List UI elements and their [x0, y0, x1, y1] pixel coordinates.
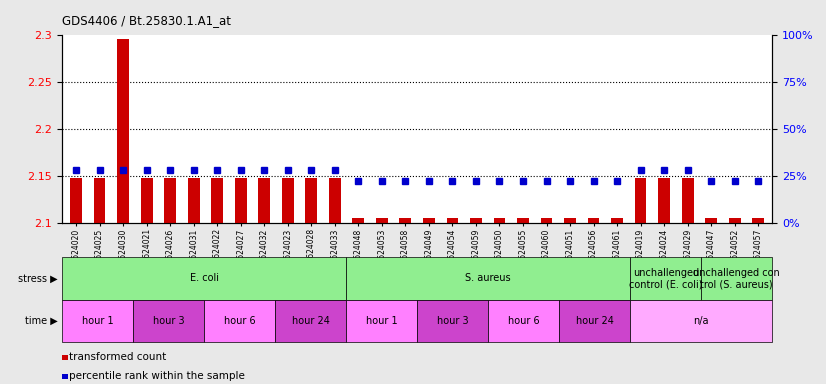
Bar [587, 218, 600, 223]
Text: unchallenged con
trol (S. aureus): unchallenged con trol (S. aureus) [693, 268, 781, 289]
Bar [275, 300, 346, 342]
Bar [235, 177, 247, 223]
Text: hour 1: hour 1 [82, 316, 113, 326]
Bar [400, 218, 411, 223]
Bar [423, 218, 434, 223]
Bar [140, 177, 153, 223]
Text: hour 3: hour 3 [153, 316, 184, 326]
Bar [634, 177, 647, 223]
Bar [353, 218, 364, 223]
Bar [564, 218, 576, 223]
Text: hour 6: hour 6 [508, 316, 539, 326]
Bar [346, 300, 417, 342]
Bar [329, 177, 340, 223]
Bar [488, 300, 559, 342]
Text: GDS4406 / Bt.25830.1.A1_at: GDS4406 / Bt.25830.1.A1_at [62, 14, 231, 27]
Bar [658, 177, 670, 223]
Text: hour 24: hour 24 [576, 316, 614, 326]
Bar [447, 218, 458, 223]
Bar [282, 177, 293, 223]
Bar [705, 218, 717, 223]
Bar [306, 177, 317, 223]
Bar [164, 177, 176, 223]
Text: hour 24: hour 24 [292, 316, 330, 326]
Bar [62, 300, 133, 342]
Text: hour 3: hour 3 [437, 316, 468, 326]
Text: unchallenged
control (E. coli): unchallenged control (E. coli) [629, 268, 702, 289]
Text: stress ▶: stress ▶ [18, 273, 58, 283]
Bar [517, 218, 529, 223]
Bar [188, 177, 200, 223]
Bar [630, 257, 701, 300]
Bar [611, 218, 623, 223]
Text: E. coli: E. coli [189, 273, 219, 283]
Bar [211, 177, 223, 223]
Bar [729, 218, 741, 223]
Bar [346, 257, 630, 300]
Bar [630, 300, 772, 342]
Text: hour 6: hour 6 [224, 316, 255, 326]
Text: S. aureus: S. aureus [465, 273, 511, 283]
Bar [62, 257, 346, 300]
Bar [133, 300, 204, 342]
Text: percentile rank within the sample: percentile rank within the sample [69, 371, 245, 381]
Bar [417, 300, 488, 342]
Bar [204, 300, 275, 342]
Bar [752, 218, 764, 223]
Bar [376, 218, 387, 223]
Text: time ▶: time ▶ [25, 316, 58, 326]
Bar [117, 39, 129, 223]
Text: n/a: n/a [694, 316, 709, 326]
Bar [681, 177, 694, 223]
Bar [259, 177, 270, 223]
Bar [93, 177, 106, 223]
Bar [559, 300, 630, 342]
Bar [470, 218, 482, 223]
Text: hour 1: hour 1 [366, 316, 397, 326]
Bar [494, 218, 506, 223]
Bar [701, 257, 772, 300]
Text: transformed count: transformed count [69, 352, 167, 362]
Bar [70, 177, 82, 223]
Bar [541, 218, 553, 223]
